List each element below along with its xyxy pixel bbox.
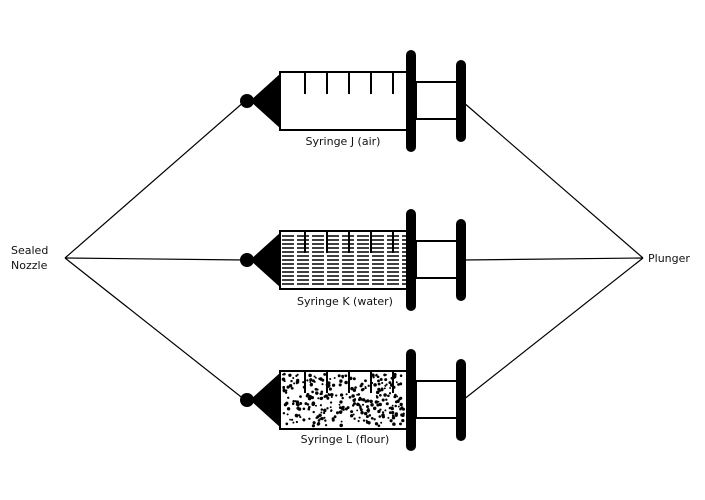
graduation-marks [304,73,394,94]
syringe-caption: Syringe J (air) [306,135,381,148]
graduation-marks [304,232,394,253]
nozzle-leader-k [64,257,246,261]
plunger-handle [456,60,466,142]
graduation-marks [304,372,394,393]
plunger-seal [406,209,416,311]
plunger-seal [406,50,416,152]
plunger-leader-l [462,257,644,401]
nozzle-leader-j [64,100,246,259]
nozzle-cone [250,73,281,129]
plunger-leader-k [462,257,644,261]
sealed-nozzle-label: Sealed [11,244,48,257]
syringe-k: Syringe K (water) [240,209,466,311]
syringe-caption: Syringe L (flour) [301,433,390,446]
nozzle-tip [240,393,254,407]
water-fill [282,235,407,285]
sealed-nozzle-label-line2: Nozzle [11,259,48,272]
nozzle-cone [250,372,281,428]
plunger-handle [456,219,466,301]
barrel [279,71,411,131]
nozzle-tip [240,94,254,108]
plunger-leader-j [462,101,644,259]
nozzle-leader-l [64,257,246,401]
flour-fill [281,372,406,428]
plunger-leader-lines [462,101,644,401]
nozzle-leader-lines [64,100,246,401]
plunger-rod [415,380,458,419]
plunger-rod [415,81,458,120]
nozzle-cone [250,232,281,288]
plunger-seal [406,349,416,451]
plunger-label: Plunger [648,252,690,265]
plunger-rod [415,240,458,279]
plunger-handle [456,359,466,441]
nozzle-tip [240,253,254,267]
syringe-j: Syringe J (air) [240,50,466,152]
syringe-caption: Syringe K (water) [297,295,393,308]
syringe-l: Syringe L (flour) [240,349,466,451]
